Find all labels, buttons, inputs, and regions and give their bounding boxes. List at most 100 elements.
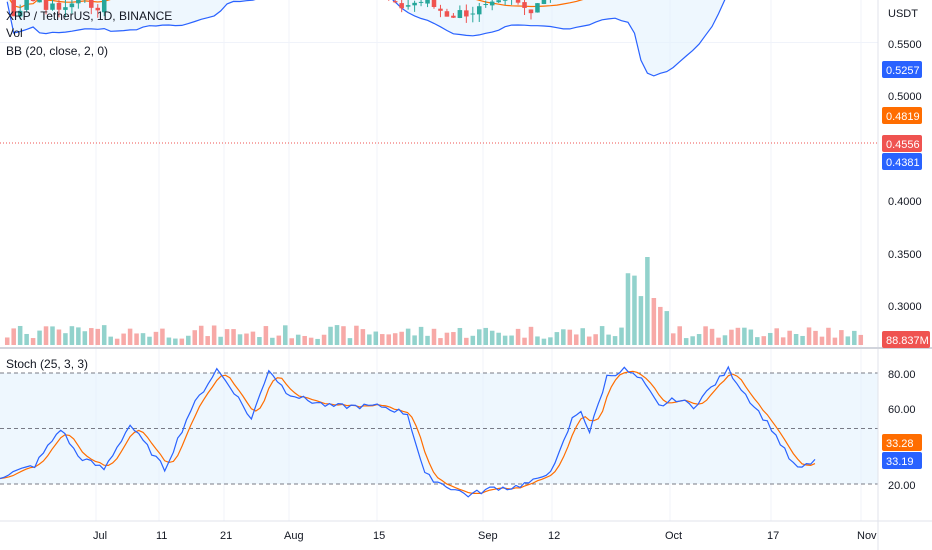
stoch-band-fill xyxy=(0,373,878,484)
volume-bar xyxy=(140,333,146,345)
volume-bar xyxy=(806,327,812,345)
candlesticks xyxy=(11,0,551,23)
volume-bar xyxy=(289,338,295,345)
volume-bar xyxy=(276,335,282,345)
volume-bar xyxy=(50,326,55,345)
candle-body xyxy=(515,0,521,3)
time-label-15: 15 xyxy=(373,530,385,542)
volume-bar xyxy=(211,325,217,345)
volume-bar xyxy=(237,334,243,345)
volume-bar xyxy=(593,334,598,345)
candle-body xyxy=(522,2,527,8)
time-label-11: 11 xyxy=(156,530,167,542)
volume-bar xyxy=(263,326,269,345)
volume-bar xyxy=(405,328,411,345)
volume-bars xyxy=(4,257,864,345)
svg-text:33.28: 33.28 xyxy=(886,438,914,450)
candle-body xyxy=(464,10,469,17)
candle-body xyxy=(425,0,430,4)
volume-bar xyxy=(315,338,320,345)
volume-bar xyxy=(347,338,353,345)
bollinger-band-fill xyxy=(7,0,725,76)
volume-bar xyxy=(147,336,152,345)
volume-bar xyxy=(683,338,689,345)
candle-body xyxy=(438,8,443,11)
stoch-legend[interactable]: Stoch (25, 3, 3) xyxy=(6,357,89,371)
volume-bar xyxy=(30,338,36,345)
volume-bar xyxy=(56,329,62,345)
volume-bar xyxy=(341,326,346,345)
symbol-legend[interactable]: XRP / TetherUS, 1D, BINANCE xyxy=(6,9,173,23)
volume-bar xyxy=(606,334,611,345)
candle-body xyxy=(528,9,534,14)
volume-bar xyxy=(619,327,624,345)
volume-bar xyxy=(37,330,42,345)
time-label-sep: Sep xyxy=(478,530,498,542)
volume-bar xyxy=(270,337,275,345)
volume-bar xyxy=(703,326,708,345)
volume-bar xyxy=(729,329,734,345)
candle-body xyxy=(69,3,75,8)
volume-bar xyxy=(334,325,340,345)
volume-bar xyxy=(244,333,249,345)
candle-body xyxy=(50,3,55,10)
volume-bar xyxy=(302,335,307,345)
volume-bar xyxy=(354,325,359,345)
volume-bar xyxy=(114,338,120,345)
volume-bar xyxy=(852,330,857,345)
volume-bar xyxy=(95,328,101,345)
volume-bar xyxy=(89,328,94,345)
volume-bar xyxy=(599,326,605,345)
volume-bar xyxy=(11,328,16,345)
volume-bar xyxy=(101,325,107,345)
volume-bar xyxy=(483,327,488,345)
volume-bar xyxy=(651,298,657,345)
volume-bar xyxy=(328,326,333,345)
volume-bar xyxy=(451,332,456,345)
volume-legend[interactable]: Vol xyxy=(6,26,23,40)
volume-bar xyxy=(412,335,417,345)
volume-bar xyxy=(173,338,178,345)
time-label-nov: Nov xyxy=(857,530,877,542)
bb-legend[interactable]: BB (20, close, 2, 0) xyxy=(6,44,109,58)
volume-bar xyxy=(502,335,508,345)
svg-text:33.19: 33.19 xyxy=(886,456,914,468)
candle-body xyxy=(541,0,547,4)
volume-bar xyxy=(625,273,631,345)
volume-bar xyxy=(477,329,482,345)
volume-bar xyxy=(548,337,553,345)
currency-label: USDT xyxy=(888,8,918,20)
time-label-aug: Aug xyxy=(284,530,304,542)
volume-bar xyxy=(690,336,695,345)
volume-bar xyxy=(82,331,88,345)
volume-bar xyxy=(386,334,391,345)
candle-body xyxy=(11,0,16,17)
stoch-d-badge: 33.28 xyxy=(882,434,922,451)
time-label-12: 12 xyxy=(548,530,560,542)
candle-body xyxy=(405,5,411,7)
volume-bar xyxy=(218,336,223,345)
candle-body xyxy=(451,15,456,18)
volume-bar xyxy=(186,335,191,345)
volume-bar xyxy=(748,329,754,345)
price-tick-0350: 0.3500 xyxy=(888,249,922,261)
volume-bar xyxy=(392,333,398,345)
volume-bar xyxy=(160,328,165,345)
volume-bar xyxy=(134,333,139,345)
candle-body xyxy=(444,11,450,17)
svg-text:88.837M: 88.837M xyxy=(886,335,929,347)
volume-bar xyxy=(819,336,825,345)
candle-body xyxy=(37,0,42,3)
volume-bar xyxy=(489,330,495,345)
price-tick-0400: 0.4000 xyxy=(888,196,922,208)
price-tick-0550: 0.5500 xyxy=(888,39,922,51)
volume-bar xyxy=(121,333,126,345)
svg-text:0.4381: 0.4381 xyxy=(886,157,920,169)
price-tick-0300: 0.3000 xyxy=(888,301,922,313)
volume-bar xyxy=(767,332,773,345)
candle-body xyxy=(412,2,417,6)
candle-body xyxy=(30,0,36,2)
volume-bar xyxy=(496,332,501,345)
volume-bar xyxy=(522,337,527,345)
